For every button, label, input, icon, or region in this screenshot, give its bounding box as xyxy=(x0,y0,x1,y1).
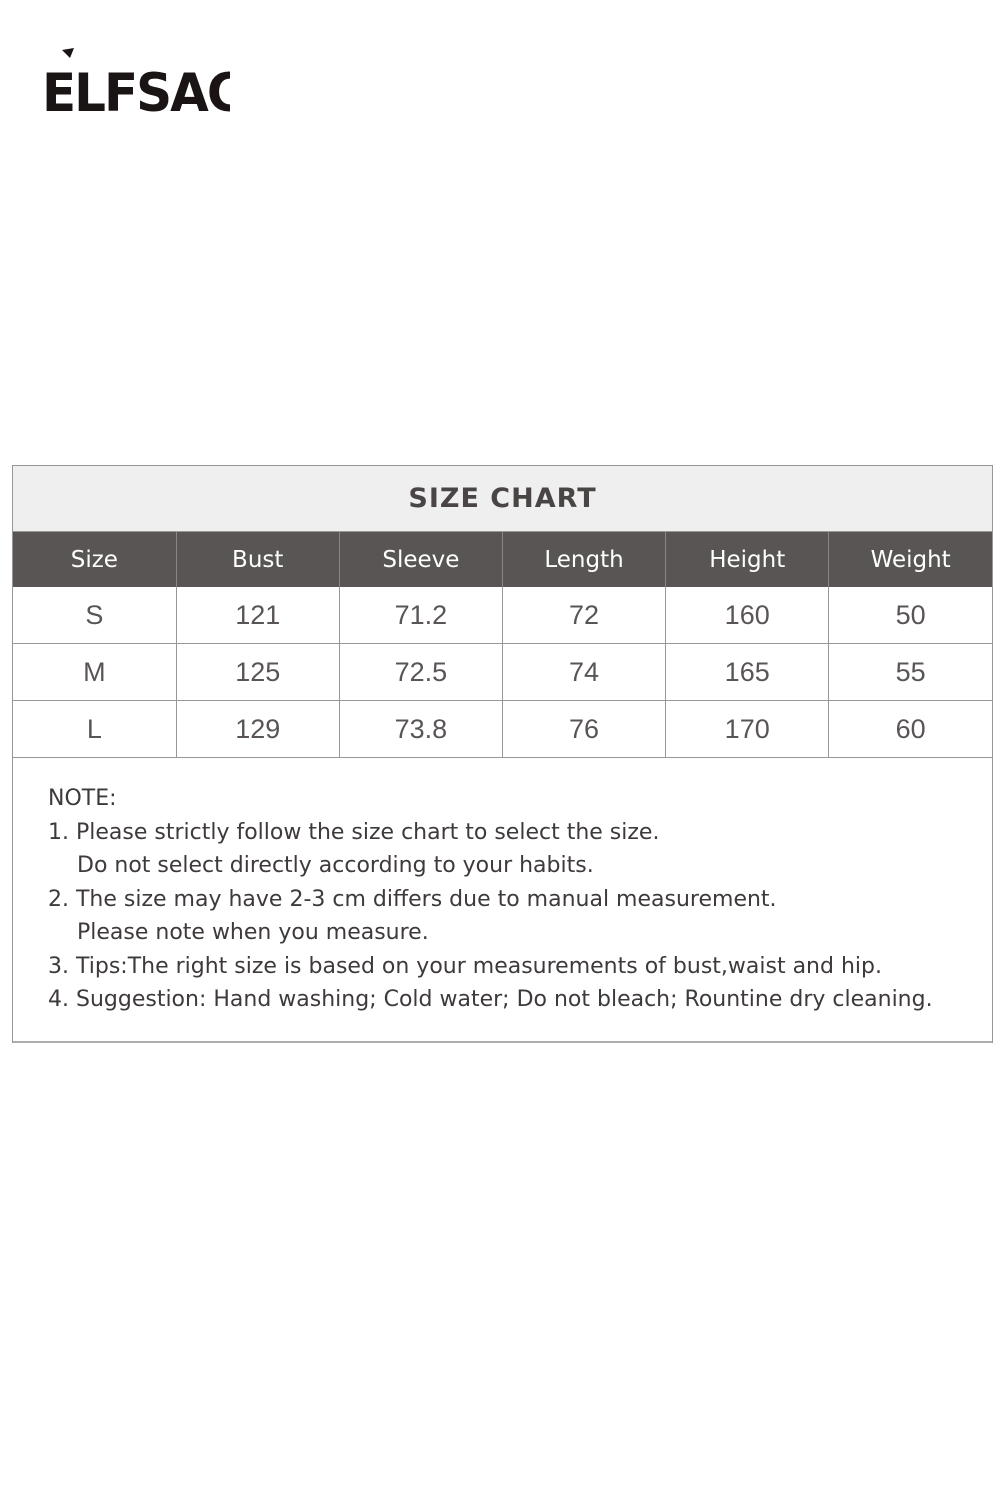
table-cell: S xyxy=(13,587,177,644)
table-cell: 76 xyxy=(502,700,667,758)
care-notes: NOTE: 1. Please strictly follow the size… xyxy=(13,758,992,1017)
table-cell: 71.2 xyxy=(339,587,503,644)
column-header: Size xyxy=(13,532,177,587)
table-cell: 74 xyxy=(502,643,667,701)
svg-text:ELFSACK: ELFSACK xyxy=(42,63,230,114)
table-row: S 121 71.2 72 160 50 xyxy=(13,587,992,644)
table-cell: 121 xyxy=(176,587,340,644)
table-row: M 125 72.5 74 165 55 xyxy=(13,643,992,701)
table-cell: 72 xyxy=(502,587,667,644)
note-line: 4. Suggestion: Hand washing; Cold water;… xyxy=(48,987,933,1012)
note-heading: NOTE: xyxy=(48,786,117,811)
note-line: Please note when you measure. xyxy=(77,920,429,945)
table-cell: 60 xyxy=(828,700,992,758)
table-cell: 55 xyxy=(828,643,992,701)
brand-logo: ELFSACK xyxy=(42,48,230,114)
table-cell: 170 xyxy=(665,700,830,758)
table-cell: 129 xyxy=(176,700,340,758)
table-header-row: Size Bust Sleeve Length Height Weight xyxy=(13,532,992,587)
column-header: Sleeve xyxy=(339,532,503,587)
column-header: Length xyxy=(502,532,667,587)
size-chart-title: SIZE CHART xyxy=(13,466,992,532)
note-line: 1. Please strictly follow the size chart… xyxy=(48,819,660,845)
table-cell: 50 xyxy=(828,587,992,644)
table-cell: 165 xyxy=(665,643,830,701)
table-cell: 73.8 xyxy=(339,700,503,758)
column-header: Height xyxy=(665,532,830,587)
note-line: 3. Tips:The right size is based on your … xyxy=(48,953,882,979)
size-table: Size Bust Sleeve Length Height Weight S 121 71.… xyxy=(13,532,992,758)
note-line: 2. The size may have 2-3 cm differs due … xyxy=(48,886,777,912)
size-chart: SIZE CHART Size Bust Sleeve Length Height Wei… xyxy=(12,465,993,1043)
divider xyxy=(13,1041,992,1043)
table-cell: M xyxy=(13,643,177,701)
column-header: Bust xyxy=(176,532,340,587)
table-cell: 72.5 xyxy=(339,643,503,701)
table-cell: L xyxy=(13,700,177,758)
note-line: Do not select directly according to your… xyxy=(77,853,594,878)
table-cell: 125 xyxy=(176,643,340,701)
table-cell: 160 xyxy=(665,587,830,644)
table-row: L 129 73.8 76 170 60 xyxy=(13,700,992,758)
column-header: Weight xyxy=(828,532,992,587)
